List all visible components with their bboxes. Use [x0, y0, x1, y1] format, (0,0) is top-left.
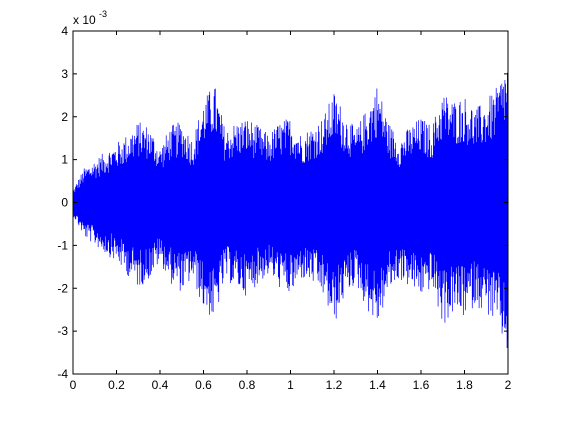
y-exponent-base: x 10 [73, 13, 96, 27]
x-tick-label: 0.8 [239, 378, 256, 392]
y-tick-label: 4 [61, 24, 68, 38]
signal-layer [72, 71, 509, 348]
y-tick-label: -3 [57, 324, 68, 338]
y-tick-label: -2 [57, 281, 68, 295]
x-tick-label: 0.2 [108, 378, 125, 392]
y-tick-label: 0 [61, 196, 68, 210]
x-tick-label: 1.4 [369, 378, 386, 392]
y-tick-label: -4 [57, 367, 68, 381]
y-tick-label: 1 [61, 153, 68, 167]
x-tick-label: 0.6 [195, 378, 212, 392]
x-tick-label: 1.8 [456, 378, 473, 392]
y-tick-label: 3 [61, 67, 68, 81]
ticks-layer [72, 30, 509, 375]
x-tick-label: 1 [287, 378, 294, 392]
y-tick-label: 2 [61, 110, 68, 124]
x-tick-label: 2 [505, 378, 512, 392]
x-tick-label: 0 [70, 378, 77, 392]
x-tick-label: 1.6 [413, 378, 430, 392]
x-tick-label: 1.2 [326, 378, 343, 392]
signal-dense-band [73, 122, 508, 288]
x-tick-label: 0.4 [152, 378, 169, 392]
y-tick-label: -1 [57, 238, 68, 252]
labels-layer: 0 0.2 0.4 0.6 0.8 1 1.2 1.4 1.6 1.8 2 4 3 2 1 0 -1 -2 -3 -4 [57, 24, 511, 392]
y-exponent-value: -3 [99, 9, 107, 19]
